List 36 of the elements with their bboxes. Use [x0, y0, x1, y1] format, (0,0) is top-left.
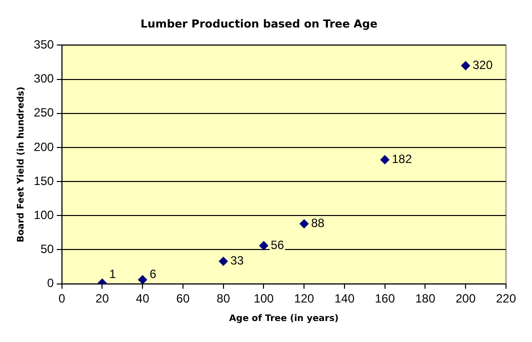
y-axis-title: Board Feet Yield (in hundreds) — [16, 86, 27, 242]
x-tick-label: 180 — [415, 291, 436, 306]
point — [461, 61, 470, 70]
y-tick-label: 0 — [47, 276, 54, 290]
x-tick-label: 60 — [176, 291, 190, 306]
x-axis-title: Age of Tree (in years) — [229, 314, 339, 324]
y-tick-label: 150 — [34, 174, 54, 188]
data-label: 6 — [150, 267, 157, 282]
y-tick-label: 100 — [34, 208, 54, 222]
x-tick-label: 80 — [216, 291, 230, 306]
y-tick-label: 200 — [34, 140, 54, 154]
x-tick-label: 120 — [294, 291, 314, 306]
y-tick-label: 250 — [34, 106, 54, 120]
x-tick-label: 20 — [96, 291, 110, 306]
x-tick-label: 220 — [496, 291, 516, 306]
data-label: 182 — [392, 152, 412, 166]
x-tick-label: 40 — [136, 291, 150, 306]
chart-title: Lumber Production based on Tree Age — [140, 17, 378, 30]
point — [259, 241, 268, 250]
x-tick-label: 0 — [58, 291, 66, 306]
x-tick-label: 160 — [374, 291, 396, 306]
x-tick-label: 200 — [456, 291, 476, 306]
y-tick-label: 350 — [34, 38, 54, 52]
data-label: 320 — [472, 58, 493, 72]
point — [300, 219, 309, 228]
point — [138, 275, 148, 284]
y-tick-label: 50 — [40, 242, 54, 256]
point — [380, 155, 390, 164]
point — [218, 256, 228, 266]
x-tick-label: 100 — [254, 291, 274, 306]
data-label: 56 — [270, 238, 284, 252]
data-label: 1 — [109, 267, 116, 282]
y-tick-label: 300 — [34, 72, 54, 86]
data-label: 88 — [311, 216, 325, 230]
x-tick-label: 140 — [334, 291, 355, 306]
data-label: 33 — [230, 254, 244, 268]
